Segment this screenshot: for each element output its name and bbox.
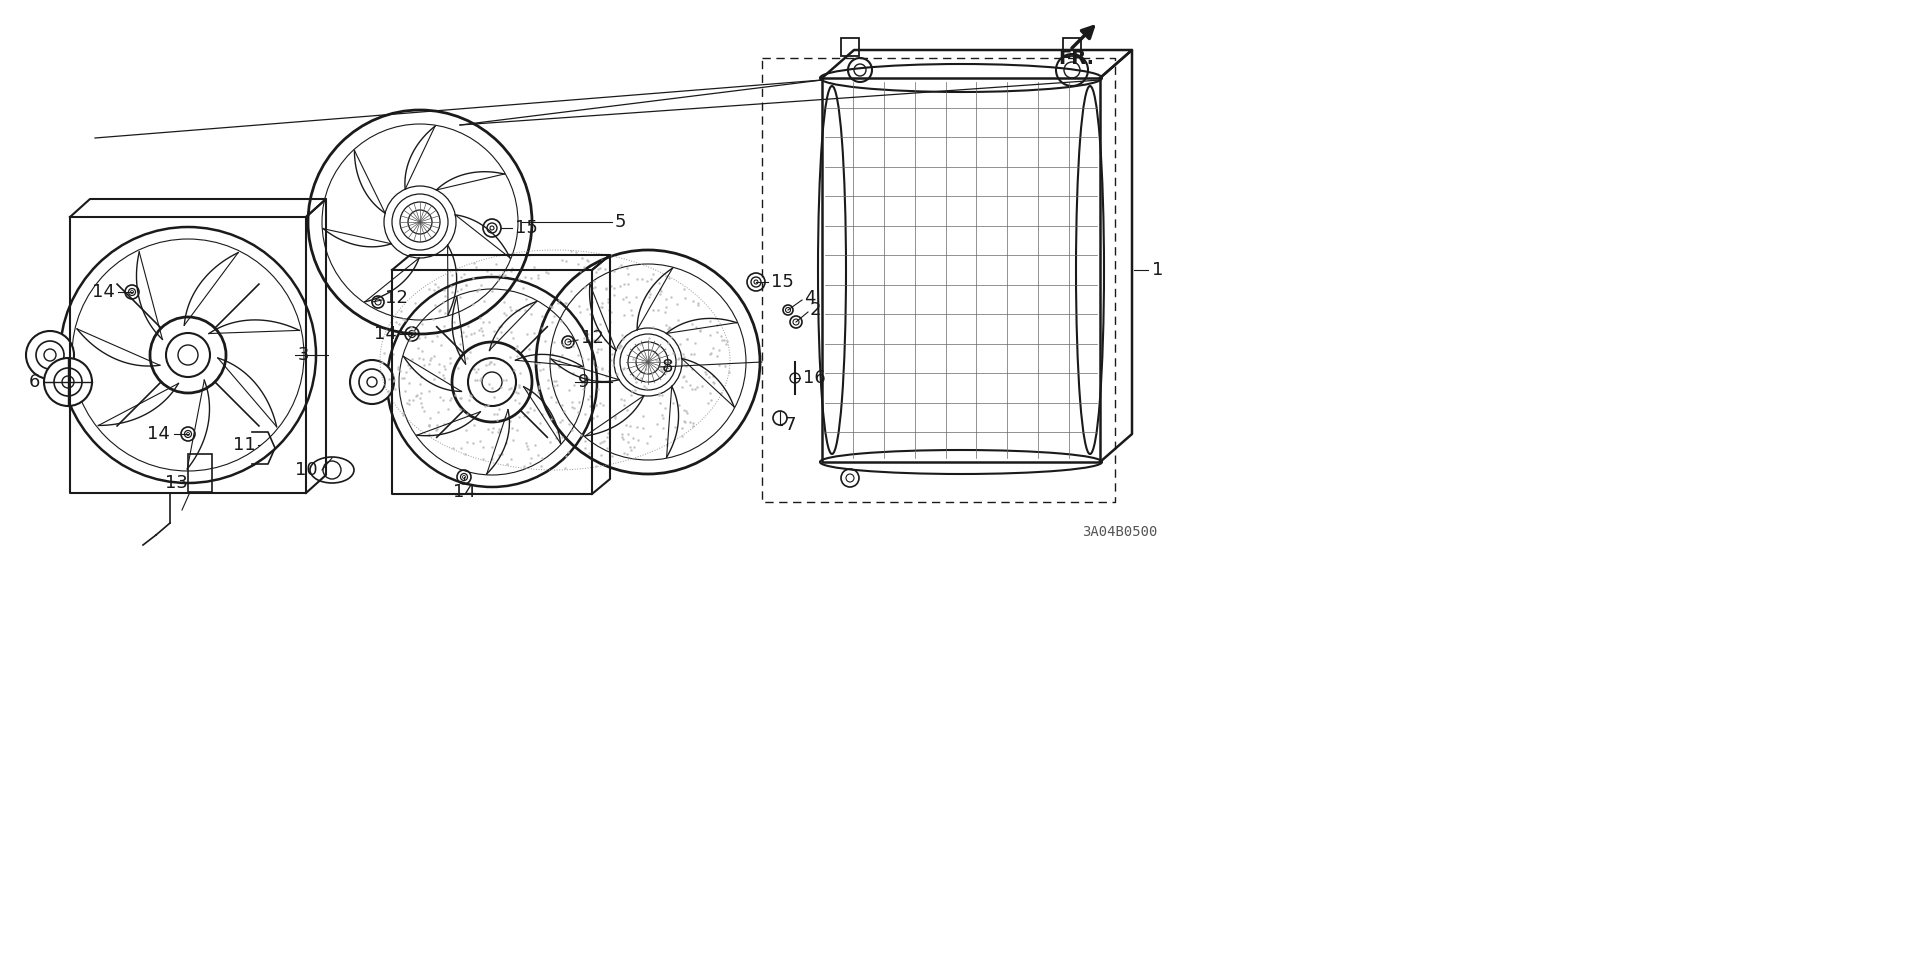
Text: 12: 12 <box>582 329 605 347</box>
Text: 8: 8 <box>662 358 674 376</box>
Text: 14: 14 <box>148 425 171 443</box>
Text: 15: 15 <box>772 273 793 291</box>
Text: 3A04B0500: 3A04B0500 <box>1083 525 1158 539</box>
Bar <box>841 38 858 56</box>
Text: 11: 11 <box>232 436 255 454</box>
Text: 15: 15 <box>515 219 538 237</box>
Circle shape <box>27 331 75 379</box>
Bar <box>188 454 211 492</box>
Text: 12: 12 <box>386 289 407 307</box>
Text: 10: 10 <box>296 461 319 479</box>
Text: 14: 14 <box>374 325 397 343</box>
Text: 14: 14 <box>92 283 115 301</box>
Text: 4: 4 <box>804 289 816 307</box>
Circle shape <box>451 342 532 422</box>
Text: 9: 9 <box>578 373 589 391</box>
Text: 3: 3 <box>298 346 309 364</box>
Text: 5: 5 <box>614 213 626 231</box>
Text: 7: 7 <box>783 416 795 434</box>
Text: 2: 2 <box>810 301 822 319</box>
Bar <box>1064 38 1081 56</box>
Circle shape <box>44 358 92 406</box>
Circle shape <box>150 317 227 393</box>
Text: 6: 6 <box>29 373 40 391</box>
Text: 16: 16 <box>803 369 826 387</box>
Text: 1: 1 <box>1152 261 1164 279</box>
Text: 14: 14 <box>453 483 476 501</box>
Text: FR.: FR. <box>1058 49 1094 67</box>
Circle shape <box>349 360 394 404</box>
Text: 13: 13 <box>165 474 188 492</box>
